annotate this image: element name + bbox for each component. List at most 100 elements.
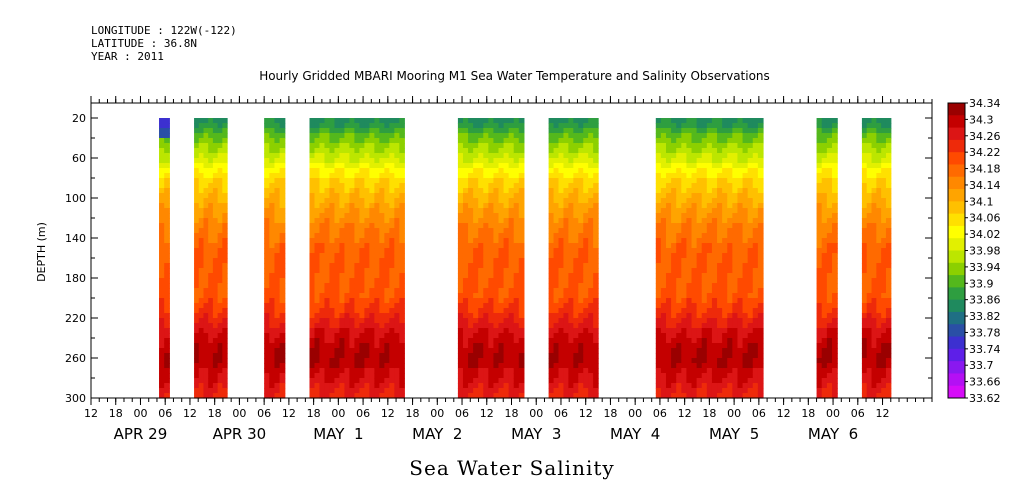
data-cell: [354, 253, 360, 259]
data-cell: [558, 328, 565, 334]
data-cell: [374, 138, 380, 144]
data-cell: [876, 293, 882, 299]
data-cell: [563, 373, 569, 379]
data-cell: [329, 303, 336, 309]
data-cell: [379, 288, 385, 294]
data-cell: [821, 223, 828, 229]
data-cell: [354, 393, 360, 399]
data-cell: [821, 313, 828, 319]
data-cell: [508, 273, 515, 279]
data-cell: [159, 218, 165, 224]
data-cell: [871, 303, 877, 309]
data-cell: [757, 348, 764, 354]
data-cell: [394, 223, 400, 229]
data-cell: [742, 198, 749, 204]
data-cell: [208, 293, 214, 299]
data-cell: [588, 118, 594, 124]
data-cell: [871, 298, 877, 304]
data-cell: [671, 128, 677, 134]
data-cell: [553, 123, 560, 129]
data-cell: [553, 278, 560, 284]
data-cell: [394, 213, 400, 219]
data-cell: [676, 278, 682, 284]
data-cell: [553, 283, 560, 289]
data-cell: [212, 153, 219, 159]
data-cell: [339, 138, 346, 144]
data-cell: [881, 358, 887, 364]
data-cell: [498, 243, 505, 249]
data-cell: [329, 208, 336, 214]
data-cell: [701, 123, 708, 129]
data-cell: [217, 313, 223, 319]
data-cell: [394, 118, 400, 124]
data-cell: [483, 128, 489, 134]
data-cell: [876, 193, 882, 199]
data-cell: [826, 143, 833, 149]
data-cell: [274, 353, 281, 359]
data-cell: [264, 218, 270, 224]
data-cell: [319, 193, 326, 199]
data-cell: [198, 243, 205, 249]
data-cell: [686, 168, 693, 174]
data-cell: [164, 228, 170, 234]
data-cell: [513, 388, 520, 394]
data-cell: [394, 288, 400, 294]
data-cell: [349, 323, 356, 329]
data-cell: [548, 168, 555, 174]
data-cell: [881, 228, 887, 234]
data-cell: [722, 368, 728, 374]
data-cell: [508, 158, 515, 164]
data-cell: [359, 343, 365, 349]
data-cell: [208, 253, 214, 259]
data-cell: [722, 218, 728, 224]
data-cell: [508, 188, 515, 194]
data-cell: [681, 198, 688, 204]
data-cell: [203, 228, 209, 234]
data-cell: [573, 243, 579, 249]
data-cell: [593, 373, 599, 379]
data-cell: [374, 303, 380, 309]
data-cell: [665, 373, 672, 379]
data-cell: [462, 348, 469, 354]
data-cell: [364, 338, 370, 344]
data-cell: [354, 378, 360, 384]
data-cell: [198, 163, 205, 169]
data-cell: [727, 373, 733, 379]
data-cell: [483, 333, 489, 339]
data-cell: [339, 153, 346, 159]
data-cell: [359, 378, 365, 384]
data-cell: [563, 393, 569, 399]
data-cell: [488, 363, 495, 369]
data-cell: [344, 228, 351, 234]
data-cell: [665, 258, 672, 264]
data-cell: [319, 123, 326, 129]
data-cell: [871, 123, 877, 129]
data-cell: [588, 193, 594, 199]
data-cell: [518, 388, 525, 394]
data-cell: [269, 308, 276, 314]
data-cell: [885, 148, 892, 154]
data-cell: [389, 313, 395, 319]
data-cell: [473, 238, 479, 244]
data-cell: [881, 148, 887, 154]
data-cell: [727, 393, 733, 399]
data-cell: [359, 273, 365, 279]
data-cell: [468, 303, 474, 309]
data-cell: [344, 323, 351, 329]
data-cell: [309, 123, 316, 129]
data-cell: [222, 168, 228, 174]
data-cell: [309, 198, 316, 204]
data-cell: [701, 358, 708, 364]
data-cell: [329, 363, 336, 369]
data-cell: [269, 363, 276, 369]
data-cell: [558, 263, 565, 269]
data-cell: [593, 138, 599, 144]
data-cell: [264, 158, 270, 164]
data-cell: [217, 308, 223, 314]
data-cell: [462, 233, 469, 239]
data-cell: [508, 308, 515, 314]
data-cell: [885, 343, 892, 349]
data-cell: [558, 218, 565, 224]
data-cell: [727, 158, 733, 164]
data-cell: [349, 263, 356, 269]
